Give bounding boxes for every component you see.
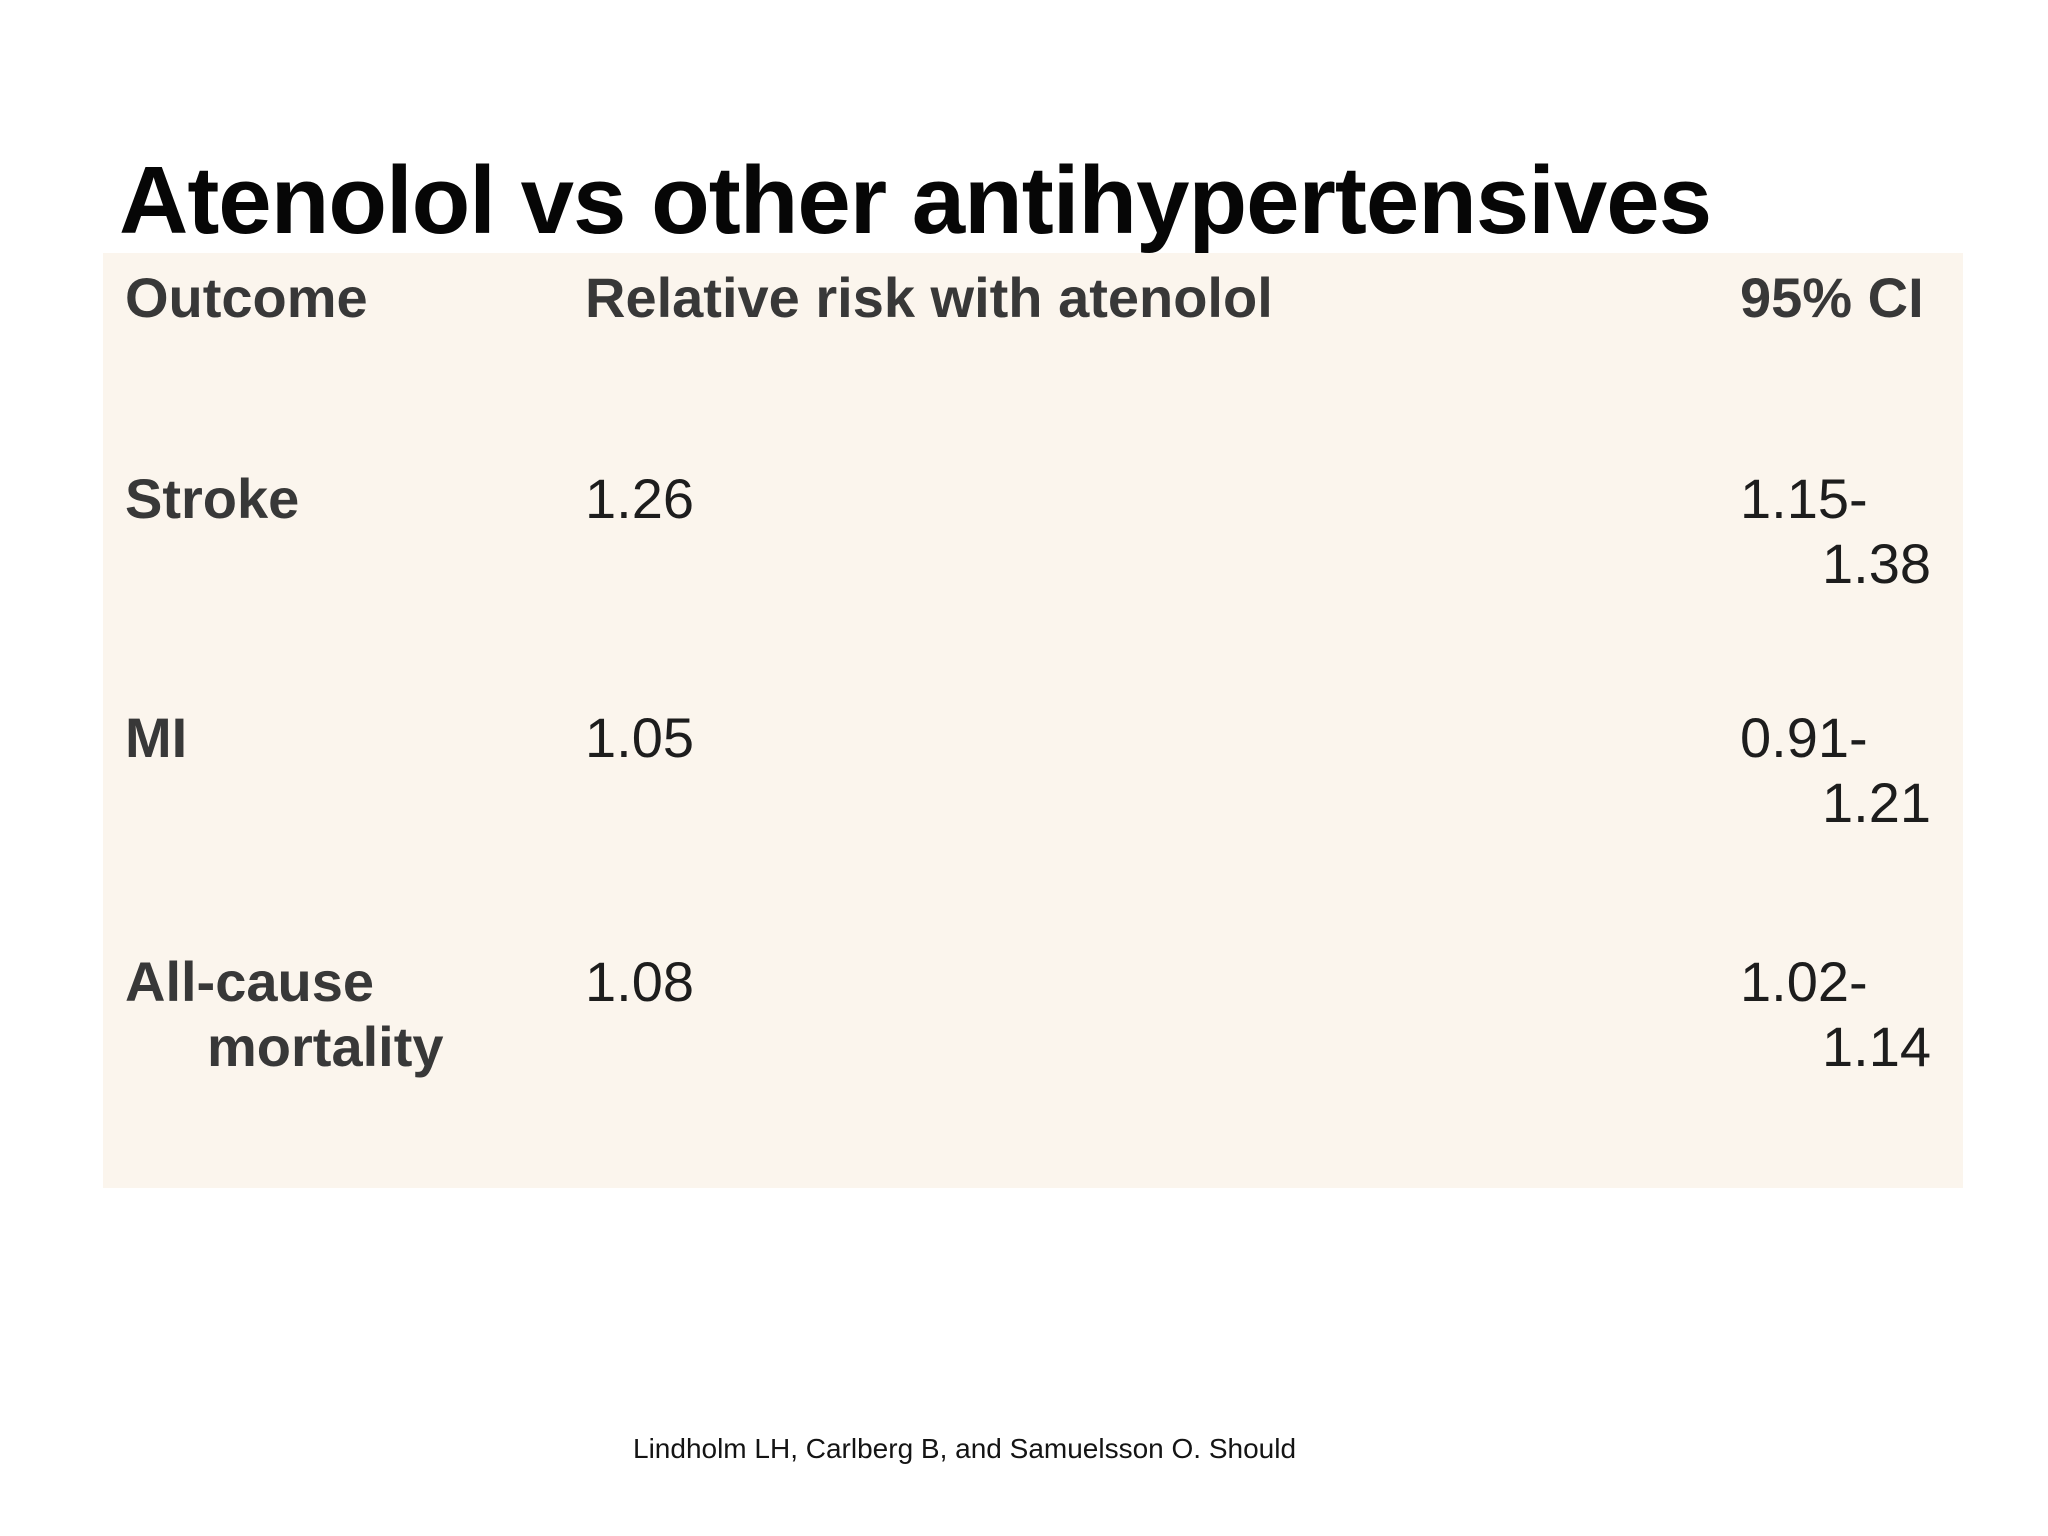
relative-risk-value: 1.05 xyxy=(585,706,694,769)
ci-value-line2: 1.14 xyxy=(1822,1015,1931,1078)
outcome-label-wrap: mortality xyxy=(207,1015,444,1078)
column-header-ci: 95% CI xyxy=(1740,266,1924,329)
table-row-outcome: MI xyxy=(125,705,585,949)
table-row-outcome: Stroke xyxy=(125,466,585,705)
relative-risk-value: 1.26 xyxy=(585,467,694,530)
citation: Lindholm LH, Carlberg B, and Samuelsson … xyxy=(633,1361,1493,1536)
page-title: Atenolol vs other antihypertensives xyxy=(119,147,1712,255)
ci-value: 1.02- 1.14 xyxy=(1740,949,1935,1188)
outcomes-table: Outcome Relative risk with atenolol 95% … xyxy=(103,253,1963,1188)
column-header-relative-risk: Relative risk with atenolol xyxy=(585,266,1273,329)
table-row-outcome: All-cause mortality xyxy=(125,949,585,1188)
ci-value: 0.91- 1.21 xyxy=(1740,705,1935,949)
ci-value-line2: 1.21 xyxy=(1822,771,1931,834)
outcome-label: All-cause xyxy=(125,950,374,1013)
ci-value-line1: 0.91- xyxy=(1740,706,1868,769)
outcome-label: Stroke xyxy=(125,467,300,530)
ci-value-line2: 1.38 xyxy=(1822,532,1931,595)
outcome-label: MI xyxy=(125,706,188,769)
ci-value-line1: 1.02- xyxy=(1740,950,1868,1013)
relative-risk-value: 1.08 xyxy=(585,950,694,1013)
citation-line: Lindholm LH, Carlberg B, and Samuelsson … xyxy=(633,1433,1297,1464)
ci-value-line1: 1.15- xyxy=(1740,467,1868,530)
ci-value: 1.15- 1.38 xyxy=(1740,466,1935,705)
column-header-outcome: Outcome xyxy=(125,266,368,329)
